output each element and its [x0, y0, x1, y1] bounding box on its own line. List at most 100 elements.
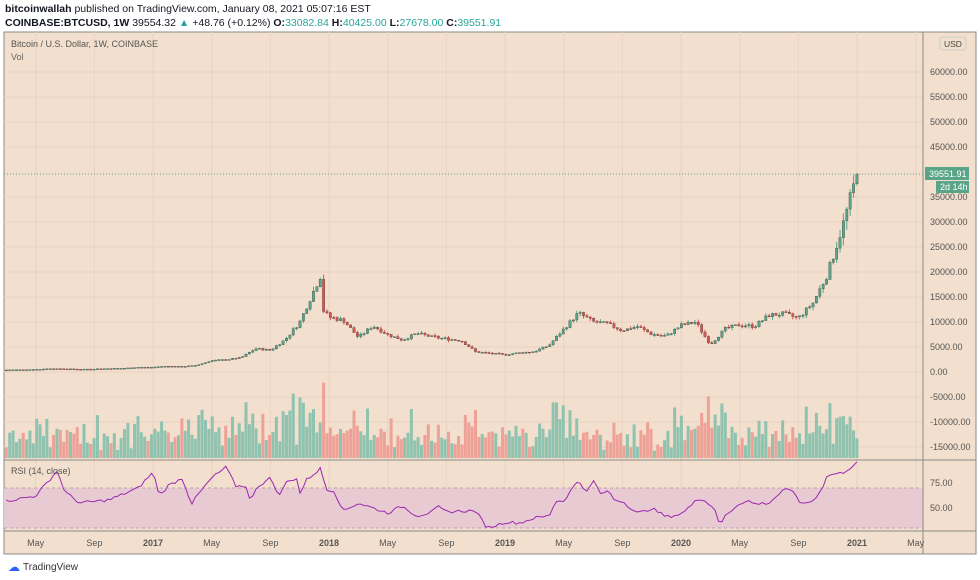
volume-bar — [531, 446, 535, 458]
volume-bar — [798, 433, 802, 458]
currency-label: USD — [944, 39, 962, 49]
volume-bar — [413, 440, 417, 458]
candle — [514, 352, 518, 355]
volume-legend[interactable]: Vol — [11, 52, 24, 62]
candle — [69, 368, 72, 371]
volume-bar — [89, 443, 93, 458]
volume-bar — [153, 428, 157, 458]
volume-bar — [18, 438, 22, 458]
price-tick-label: 60000.00 — [930, 67, 968, 77]
volume-bar — [629, 447, 633, 458]
volume-bar — [845, 424, 849, 458]
candle — [406, 338, 410, 340]
candle — [696, 322, 700, 325]
volume-bar — [230, 416, 234, 458]
candle — [507, 354, 511, 356]
candle — [305, 308, 309, 314]
candle — [494, 352, 498, 355]
candle — [781, 311, 785, 316]
volume-bar — [31, 443, 35, 458]
volume-bar — [463, 414, 467, 458]
candle — [764, 315, 768, 321]
volume-bar — [524, 432, 528, 458]
price-tick-label: -15000.00 — [930, 442, 971, 452]
candle — [423, 332, 427, 335]
price-axis[interactable]: 60000.00 55000.00 50000.00 45000.00 35000.00… — [930, 67, 971, 452]
series-legend[interactable]: Bitcoin / U.S. Dollar, 1W, COINBASE — [11, 39, 158, 49]
price-tick-label: 45000.00 — [930, 142, 968, 152]
volume-bar — [264, 440, 268, 458]
candle — [599, 321, 602, 324]
volume-bar — [848, 416, 852, 458]
countdown-tag — [936, 181, 969, 193]
volume-bar — [288, 410, 292, 458]
volume-bar — [453, 444, 457, 458]
volume-bar — [237, 423, 241, 458]
volume-bar — [52, 434, 56, 458]
candles — [4, 172, 859, 372]
candle — [460, 340, 464, 343]
volume-bar — [838, 416, 842, 458]
candle — [801, 314, 805, 317]
time-tick-label: Sep — [438, 538, 454, 548]
price-tick-label: 0.00 — [930, 367, 948, 377]
volume-bar — [541, 428, 545, 458]
candle — [757, 321, 761, 327]
volume-bar — [639, 430, 643, 458]
candle — [329, 312, 332, 318]
candle — [275, 345, 278, 350]
candle — [615, 327, 619, 330]
volume-bar — [514, 425, 518, 458]
candle — [464, 341, 467, 345]
rsi-legend[interactable]: RSI (14, close) — [11, 466, 71, 476]
candle — [676, 327, 680, 330]
time-axis[interactable]: May Sep 2017 May Sep 2018 May Sep 2019 May Sep 2020… — [27, 538, 925, 548]
volume-bar — [636, 446, 640, 458]
volume-bar — [214, 432, 218, 458]
tradingview-logo[interactable]: ☁ TradingView — [8, 560, 78, 574]
price-chart[interactable]: 60000.00 55000.00 50000.00 45000.00 35000.00… — [0, 0, 980, 560]
volume-bar — [595, 429, 599, 458]
time-tick-label: 2019 — [495, 538, 515, 548]
volume-bar — [136, 416, 140, 458]
candle — [264, 349, 268, 351]
candle — [383, 332, 386, 334]
volume-bar — [11, 430, 15, 458]
volume-bar — [663, 440, 667, 458]
volume-bar — [787, 441, 791, 458]
volume-bar — [504, 434, 508, 458]
author[interactable]: bitcoinwallah — [5, 3, 72, 15]
candle — [457, 340, 460, 342]
candle — [298, 320, 302, 328]
volume-bar — [207, 428, 211, 458]
volume-bar — [45, 418, 49, 458]
volume-bar — [555, 402, 559, 458]
candle — [166, 366, 170, 368]
volume-bar — [35, 418, 39, 458]
candle — [221, 359, 224, 361]
candle — [403, 339, 406, 341]
volume-bar — [362, 435, 366, 458]
volume-bar — [173, 437, 177, 458]
currency-button[interactable] — [939, 36, 967, 51]
time-tick-label: May — [731, 538, 749, 548]
volume-bar — [521, 428, 525, 458]
candle — [75, 368, 79, 371]
volume-bar — [710, 427, 714, 458]
volume-bar — [659, 447, 663, 458]
volume-bar — [156, 431, 160, 458]
volume-bar — [777, 440, 781, 458]
candle — [352, 327, 356, 333]
symbol: COINBASE:BTCUSD, 1W — [5, 17, 130, 29]
candle — [28, 369, 32, 371]
candle — [447, 337, 450, 341]
volume-bar — [511, 436, 515, 458]
volume-bar — [551, 402, 555, 458]
volume-bar — [771, 434, 775, 458]
candle — [730, 324, 734, 328]
volume-bar — [686, 425, 690, 458]
candle — [572, 319, 575, 322]
candle — [288, 334, 292, 339]
volume-bar — [200, 409, 204, 458]
